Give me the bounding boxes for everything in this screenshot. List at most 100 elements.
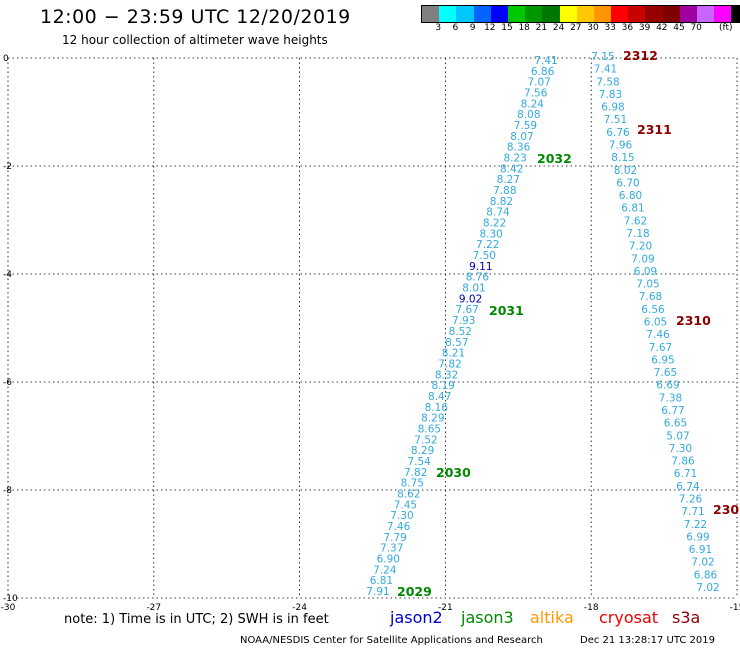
swh-value: 7.56 xyxy=(524,88,548,100)
pass-time-label: 2029 xyxy=(397,584,432,599)
wave-height-tracks: 7.416.867.077.568.248.087.598.078.368.23… xyxy=(366,48,739,599)
lat-tick-label: -2 xyxy=(3,162,12,172)
swh-value: 7.67 xyxy=(455,304,478,316)
color-scale-unit: (ft) xyxy=(719,23,733,33)
color-scale-label: 39 xyxy=(638,23,651,33)
color-scale-label: 24 xyxy=(552,23,565,33)
swh-value: 7.26 xyxy=(679,494,703,506)
swh-value: 6.80 xyxy=(619,190,642,202)
swh-value: 7.88 xyxy=(493,185,516,197)
swh-value: 8.36 xyxy=(507,142,531,154)
swh-value: 7.91 xyxy=(366,586,389,598)
swh-value: 8.29 xyxy=(411,445,434,457)
swh-value: 6.70 xyxy=(616,177,639,189)
color-scale-label: 70 xyxy=(690,23,702,33)
swh-value: 6.05 xyxy=(644,317,667,329)
swh-value: 7.67 xyxy=(649,342,672,354)
swh-value: 7.51 xyxy=(604,114,627,126)
swh-value: 6.99 xyxy=(686,531,709,543)
swh-value: 6.81 xyxy=(370,575,393,587)
swh-value: 7.20 xyxy=(629,241,652,253)
lat-tick-label: -6 xyxy=(3,378,12,388)
swh-value: 7.41 xyxy=(594,64,617,76)
swh-value: 8.19 xyxy=(431,380,454,392)
swh-value: 7.02 xyxy=(696,582,719,594)
color-swatch xyxy=(645,6,663,22)
swh-value: 6.74 xyxy=(676,481,700,493)
swh-value: 7.62 xyxy=(624,215,647,227)
legend-altika: altika xyxy=(530,608,574,627)
swh-value: 8.57 xyxy=(445,337,468,349)
swh-value: 6.81 xyxy=(621,203,644,215)
note-text: note: 1) Time is in UTC; 2) SWH is in fe… xyxy=(64,612,329,627)
swh-value: 8.52 xyxy=(449,326,472,338)
swh-value: 6.77 xyxy=(661,405,684,417)
pass-time-label: 2310 xyxy=(676,313,711,328)
swh-value: 8.62 xyxy=(397,488,420,500)
legend-jason2: jason2 xyxy=(390,608,443,627)
color-swatch xyxy=(456,6,474,22)
legend-s3a: s3a xyxy=(672,608,701,627)
color-swatch xyxy=(628,6,646,22)
color-scale-label: 30 xyxy=(587,23,599,33)
swh-value: 8.29 xyxy=(421,413,444,425)
swh-value: 6.65 xyxy=(664,418,687,430)
swh-value: 7.18 xyxy=(626,228,649,240)
swh-value: 7.24 xyxy=(373,564,397,576)
swh-value: 7.41 xyxy=(534,55,557,67)
swh-value: 6.98 xyxy=(601,102,624,114)
lon-tick-label: -15 xyxy=(730,603,740,613)
color-scale-label: 3 xyxy=(435,23,442,33)
swh-value: 7.50 xyxy=(473,250,496,262)
swh-value: 8.08 xyxy=(517,109,540,121)
swh-value: 8.23 xyxy=(503,153,526,165)
color-scale-label: 18 xyxy=(518,23,530,33)
swh-value: 5.07 xyxy=(666,430,689,442)
color-swatch xyxy=(611,6,629,22)
swh-value: 8.15 xyxy=(611,152,634,164)
pass-time-label: 2311 xyxy=(637,122,672,137)
lon-tick-label: -30 xyxy=(1,603,16,613)
swh-value: 7.38 xyxy=(659,392,682,404)
color-swatch xyxy=(422,6,440,22)
legend-jason3: jason3 xyxy=(461,608,514,627)
swh-value: 6.76 xyxy=(606,127,630,139)
swh-value: 7.79 xyxy=(383,532,406,544)
swh-value: 6.09 xyxy=(634,266,657,278)
swh-value: 6.86 xyxy=(694,569,718,581)
color-scale-label: 42 xyxy=(656,23,668,33)
swh-value: 8.24 xyxy=(521,98,545,110)
color-swatch xyxy=(507,6,526,22)
swh-value: 7.82 xyxy=(438,358,461,370)
swh-value: 7.05 xyxy=(636,279,659,291)
swh-value: 7.09 xyxy=(631,253,654,265)
swh-value: 8.75 xyxy=(401,478,424,490)
swh-value: 7.59 xyxy=(514,120,537,132)
swh-value: 7.22 xyxy=(684,519,707,531)
color-scale-label: 9 xyxy=(469,23,476,33)
color-swatch xyxy=(593,6,612,22)
swh-value: 6.69 xyxy=(656,380,679,392)
pass-time-label: 2030 xyxy=(436,465,471,480)
color-swatch xyxy=(662,6,680,22)
lat-tick-label: -10 xyxy=(3,594,18,604)
swh-value: 8.42 xyxy=(500,163,523,175)
color-swatch xyxy=(559,6,577,22)
lon-tick-label: -27 xyxy=(146,603,161,613)
lat-tick-label: -8 xyxy=(3,486,12,496)
swh-value: 7.58 xyxy=(596,76,619,88)
color-swatch xyxy=(697,6,715,22)
swh-value: 7.37 xyxy=(380,543,403,555)
swh-value: 8.65 xyxy=(418,423,441,435)
swh-value: 7.82 xyxy=(404,467,427,479)
pass-time-label: 230 xyxy=(713,502,739,517)
swh-value: 7.54 xyxy=(407,456,431,468)
swh-value: 7.52 xyxy=(414,434,437,446)
color-scale-label: 21 xyxy=(535,23,548,33)
swh-value: 9.11 xyxy=(469,261,492,273)
color-scale-label: 45 xyxy=(673,23,685,33)
color-swatch xyxy=(490,6,508,22)
color-swatch xyxy=(731,6,740,22)
swh-value: 7.65 xyxy=(654,367,677,379)
swh-value: 8.32 xyxy=(435,369,458,381)
